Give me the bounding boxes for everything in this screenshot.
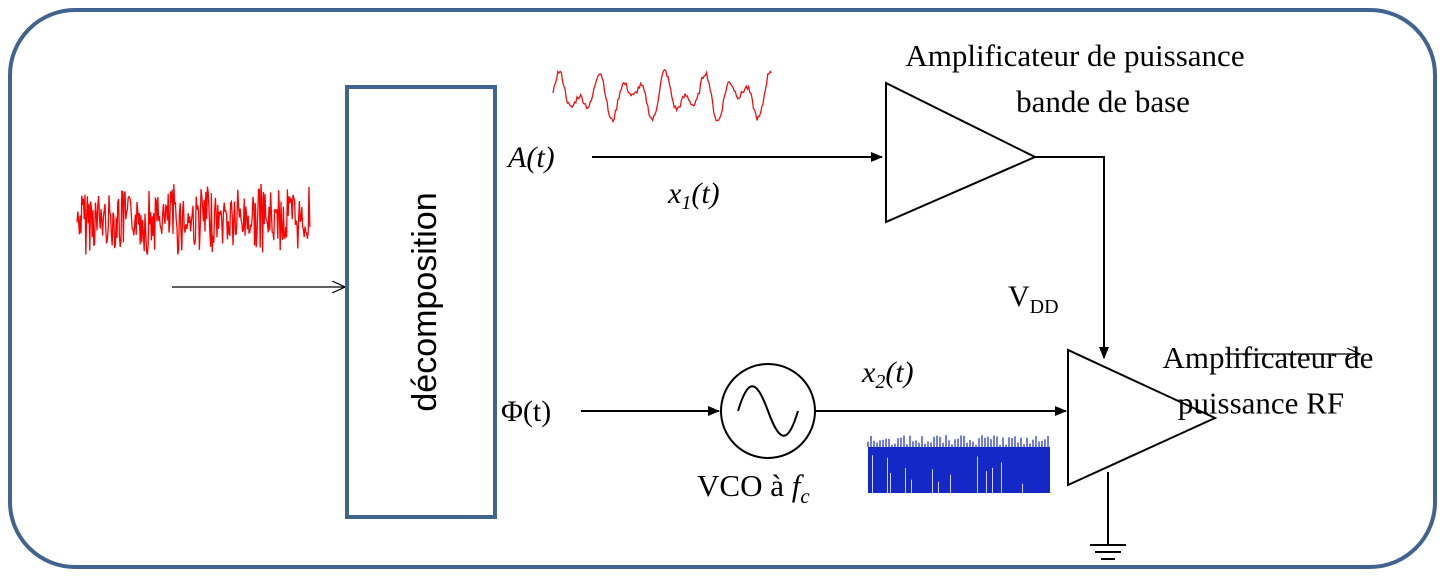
rf-amplifier-triangle [1067, 348, 1218, 487]
supply-line [1035, 156, 1109, 359]
envelope-signal-waveform [552, 68, 772, 124]
decomposition-label: décomposition [406, 192, 444, 411]
phase-signal-label: Φ(t) [501, 395, 551, 428]
rf-signal-waveform [867, 435, 1050, 493]
outer-frame [8, 8, 1437, 569]
rf-amplifier-label-line2: puissance RF [1178, 385, 1344, 420]
ground-icon [1090, 472, 1126, 560]
baseband-amplifier-triangle [885, 81, 1038, 224]
x2-label: x2(t) [861, 356, 914, 393]
amplitude-signal-label: A(t) [506, 141, 555, 174]
vdd-label: VDD [1008, 280, 1059, 318]
vco [720, 363, 816, 459]
decomposition-block [345, 85, 497, 519]
x1-label: x1(t) [667, 177, 720, 214]
input-signal-waveform [76, 183, 311, 255]
vco-label: VCO à fc [697, 468, 810, 508]
rf-amplifier-label-line1: Amplificateur de [1163, 340, 1374, 375]
baseband-amplifier-label-line1: Amplificateur de puissance [905, 38, 1244, 73]
sine-wave-icon [737, 385, 799, 437]
baseband-amplifier-label-line2: bande de base [1016, 84, 1190, 119]
